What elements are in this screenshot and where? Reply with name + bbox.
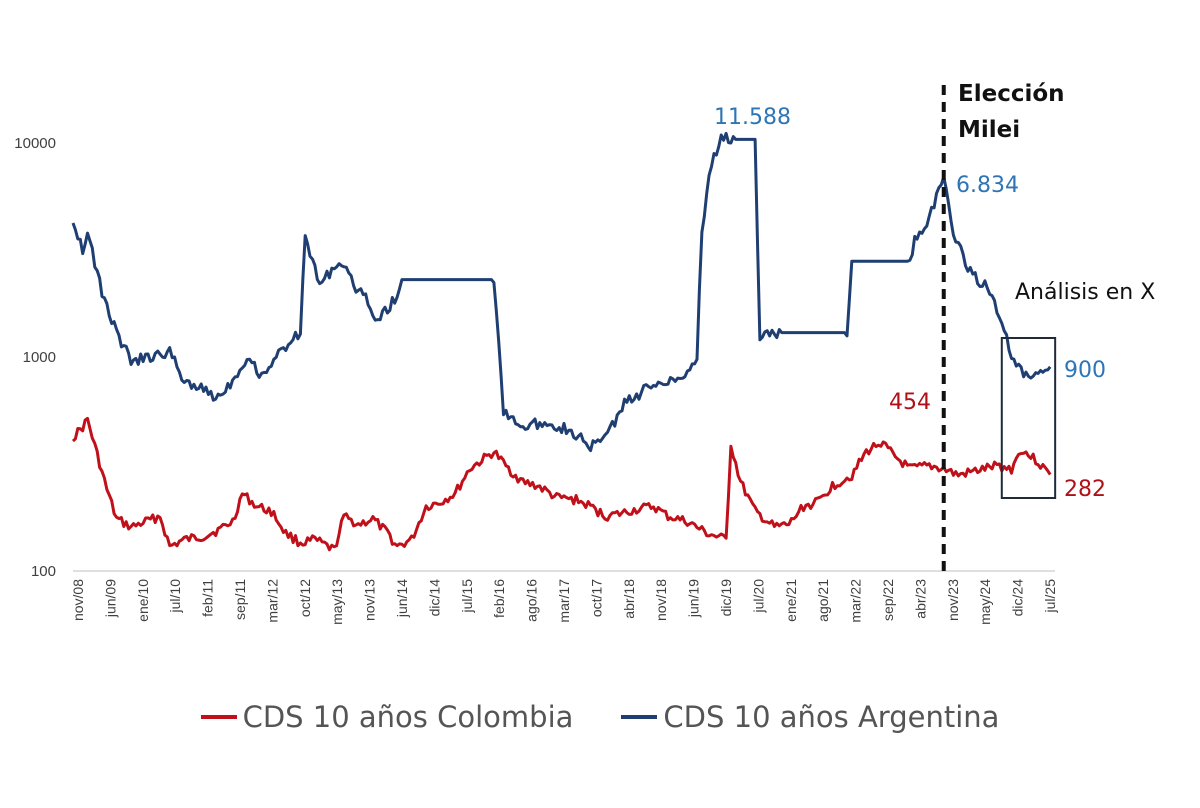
colombia-peak-label: 454 [889,390,931,415]
x-tick-label: abr/23 [912,579,928,619]
colombia-last-label: 282 [1064,477,1106,502]
legend: CDS 10 años Colombia CDS 10 años Argenti… [0,700,1200,734]
election-peak-label: 6.834 [956,173,1019,198]
y-axis: 100 1000 10000 [14,135,56,580]
series-argentina-line [71,131,1052,453]
x-tick-label: jul/20 [750,579,766,614]
y-tick-label: 100 [31,563,56,580]
legend-swatch-argentina [621,715,658,719]
x-tick-label: oct/17 [588,579,604,617]
x-tick-label: ene/10 [135,579,151,622]
x-tick-label: dic/19 [718,579,734,617]
argentina-last-label: 900 [1064,358,1106,383]
x-tick-label: jun/19 [686,579,702,618]
x-tick-label: ago/16 [524,579,540,622]
election-label-line2: Milei [958,117,1020,143]
x-tick-label: ene/21 [783,579,799,622]
legend-label-argentina: CDS 10 años Argentina [663,700,1000,734]
x-tick-label: nov/13 [362,579,378,621]
x-tick-label: dic/14 [426,579,442,617]
x-tick-label: dic/24 [1010,579,1026,617]
series-colombia-line [71,416,1052,552]
legend-item-colombia: CDS 10 años Colombia [200,700,574,734]
legend-label-colombia: CDS 10 años Colombia [242,700,574,734]
x-tick-label: may/24 [977,579,993,625]
x-tick-label: mar/12 [264,579,280,623]
x-tick-label: mar/22 [848,579,864,623]
analysis-box-label: Análisis en X [1015,280,1155,305]
x-tick-label: feb/16 [491,579,507,618]
x-tick-label: ago/21 [815,579,831,622]
x-axis: nov/08 jun/09 ene/10 jul/10 feb/11 sep/11 mar/… [70,579,1058,625]
analysis-box [1000,337,1057,499]
x-tick-label: sep/22 [880,579,896,621]
legend-swatch-colombia [200,715,237,719]
x-tick-label: nov/23 [945,579,961,621]
x-tick-label: jul/15 [459,579,475,614]
x-tick-label: nov/08 [70,579,86,621]
x-tick-label: mar/17 [556,579,572,623]
legend-item-argentina: CDS 10 años Argentina [621,700,999,734]
x-tick-label: abr/18 [621,579,637,619]
x-tick-label: oct/12 [297,579,313,617]
election-label-line1: Elección [958,81,1065,107]
y-tick-label: 10000 [14,135,56,152]
y-tick-label: 1000 [23,349,56,366]
x-tick-label: jun/14 [394,579,410,618]
argentina-peak-label: 11.588 [714,105,791,130]
x-tick-label: feb/11 [200,579,216,617]
x-tick-label: jul/25 [1042,579,1058,614]
x-tick-label: may/13 [329,579,345,625]
x-tick-label: jun/09 [102,579,118,618]
x-tick-label: nov/18 [653,579,669,621]
x-tick-label: sep/11 [232,579,248,620]
x-tick-label: jul/10 [167,579,183,614]
